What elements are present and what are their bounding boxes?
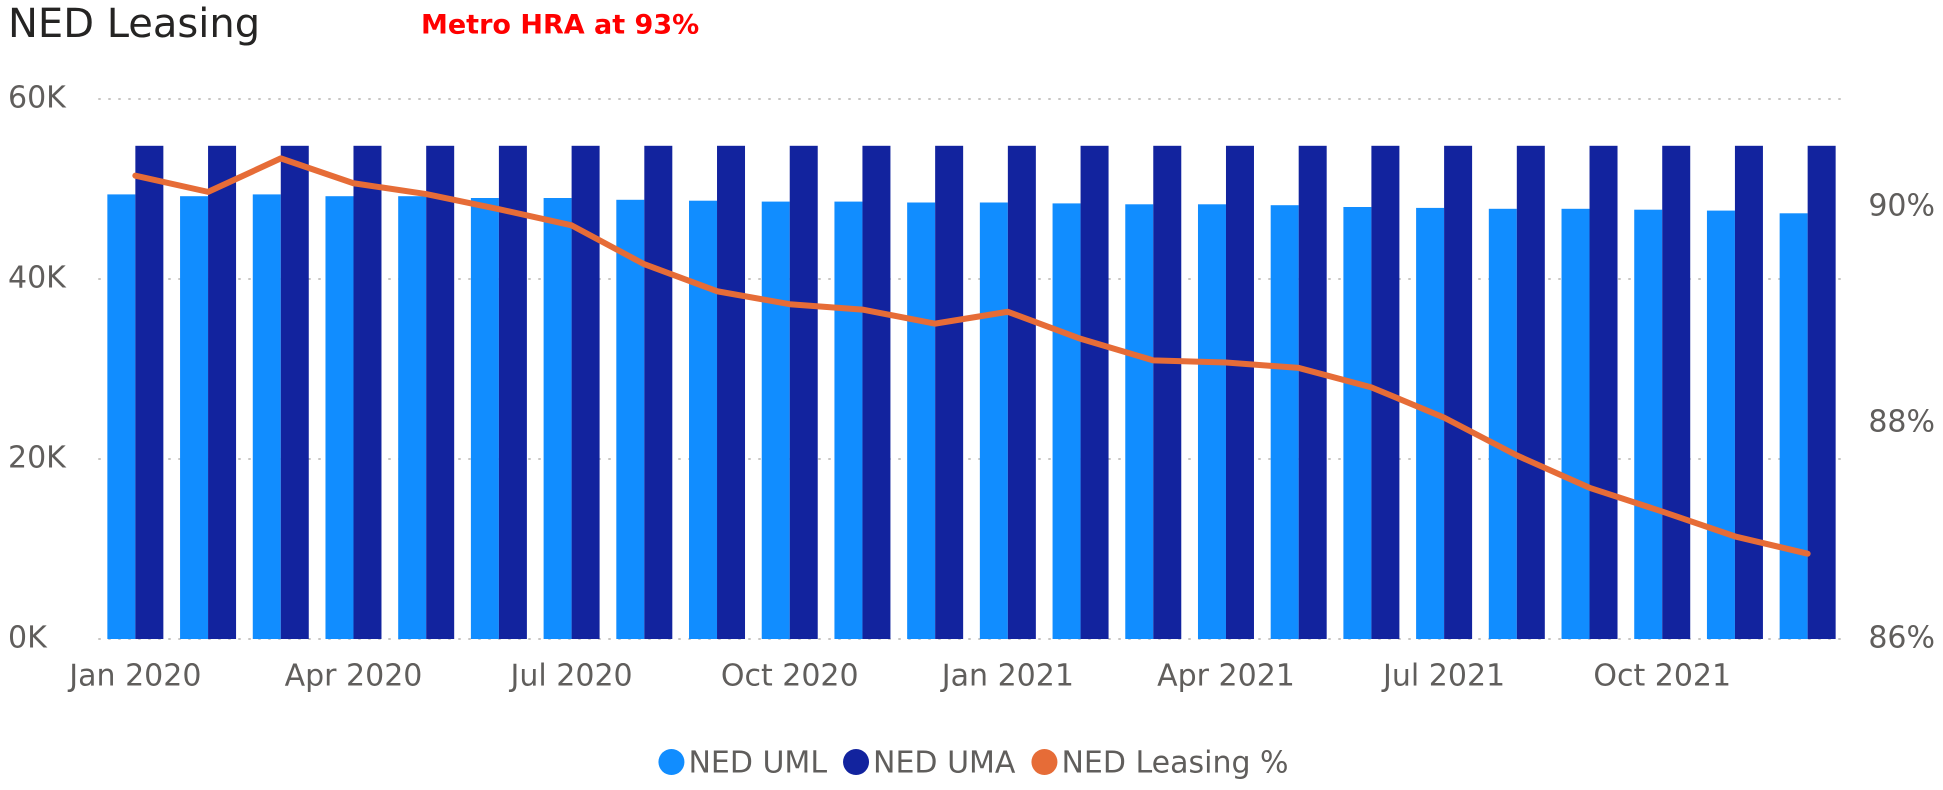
bar: [398, 196, 427, 639]
x-tick-label: Jan 2020: [67, 659, 201, 694]
bar: [834, 201, 863, 639]
bar: [862, 145, 891, 640]
bar: [1270, 205, 1299, 639]
bar: [1589, 145, 1618, 640]
legend-label: NED Leasing %: [1061, 746, 1288, 781]
bar: [689, 200, 718, 639]
bar: [107, 194, 136, 639]
bar: [1662, 145, 1691, 640]
bar: [1007, 145, 1036, 640]
bar: [1634, 209, 1663, 639]
y-tick-label: 0K: [8, 621, 48, 656]
y-tick-label: 40K: [8, 261, 67, 296]
legend-label: NED UMA: [873, 746, 1016, 781]
bar: [180, 196, 209, 639]
chart-title: NED Leasing: [8, 1, 260, 47]
bar: [571, 145, 600, 640]
bar: [1125, 204, 1154, 640]
y-tick-label: 20K: [8, 441, 67, 476]
x-tick-label: Jul 2021: [1381, 659, 1505, 694]
bar: [543, 198, 572, 639]
bar: [1444, 145, 1473, 640]
bar: [935, 145, 964, 640]
legend: NED UML NED UMA NED Leasing %: [658, 746, 1289, 781]
bar: [1416, 207, 1445, 639]
bar: [1225, 145, 1254, 640]
bar: [1561, 208, 1590, 640]
bar: [616, 199, 645, 640]
bar: [717, 145, 746, 640]
annotation: Metro HRA at 93%: [421, 10, 699, 41]
bar: [1052, 203, 1081, 639]
bar: [789, 145, 818, 640]
bar: [1080, 145, 1109, 640]
bar: [426, 145, 455, 640]
bar: [208, 145, 237, 640]
bar: [1197, 204, 1226, 640]
bar: [1779, 213, 1808, 640]
legend-marker: [658, 749, 685, 775]
x-tick-label: Oct 2021: [1593, 659, 1731, 694]
bar: [498, 145, 527, 640]
y-tick-label: 60K: [8, 81, 67, 116]
bar: [325, 196, 354, 639]
bar: [1488, 208, 1517, 640]
bar: [1343, 207, 1372, 639]
x-tick-label: Apr 2021: [1157, 659, 1295, 694]
x-tick-label: Oct 2020: [721, 659, 859, 694]
bar: [979, 202, 1008, 639]
bar: [761, 201, 790, 639]
bar: [1706, 210, 1735, 639]
x-tick-label: Apr 2020: [285, 659, 423, 694]
bar: [353, 145, 382, 640]
y2-tick-label: 88%: [1868, 405, 1935, 440]
bar: [280, 145, 309, 640]
legend-marker: [843, 749, 870, 775]
bar: [470, 198, 499, 639]
bar: [644, 145, 673, 640]
bar: [1153, 145, 1182, 640]
bar: [1516, 145, 1545, 640]
y2-tick-label: 90%: [1868, 189, 1935, 224]
bar: [1807, 145, 1836, 640]
bar: [1734, 145, 1763, 640]
legend-marker: [1031, 749, 1058, 775]
legend-label: NED UML: [688, 746, 827, 781]
bar: [1298, 145, 1327, 640]
x-tick-label: Jan 2021: [940, 659, 1074, 694]
y2-tick-label: 86%: [1868, 621, 1935, 656]
bar: [907, 202, 936, 639]
x-tick-label: Jul 2020: [509, 659, 633, 694]
bar: [252, 194, 281, 639]
bar: [135, 145, 164, 640]
line: [132, 155, 1811, 557]
